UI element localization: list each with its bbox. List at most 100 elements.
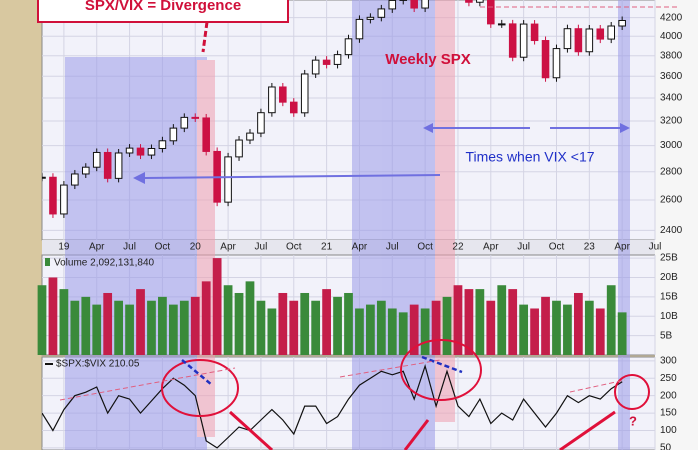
volume-bar	[563, 304, 572, 355]
candle	[257, 112, 265, 134]
y-tick-label: 150	[660, 408, 677, 419]
axis-area	[655, 0, 698, 450]
x-tick-label: Jul	[649, 242, 662, 253]
y-tick-label: 200	[660, 390, 677, 401]
volume-bar	[81, 296, 91, 355]
y-tick-label: 4000	[660, 31, 683, 42]
candle	[519, 23, 528, 58]
volume-bar	[245, 281, 255, 355]
x-tick-label: 19	[58, 242, 70, 253]
legend-swatch	[45, 258, 50, 266]
candle	[71, 173, 79, 186]
candle	[596, 28, 605, 40]
candle	[618, 19, 626, 27]
candle	[497, 23, 506, 26]
candle	[114, 152, 123, 179]
callout-arrow	[201, 21, 209, 53]
arrow-head	[133, 172, 145, 184]
arrow-head	[620, 123, 630, 133]
candle	[169, 127, 178, 142]
volume-bar	[103, 292, 113, 355]
candle	[476, 0, 484, 3]
annotation: Times when VIX <17	[465, 149, 594, 165]
volume-bar	[37, 285, 47, 355]
y-tick-label: 25B	[660, 253, 678, 264]
candle	[388, 0, 397, 10]
candle	[147, 147, 156, 156]
annotation: Weekly SPX	[385, 51, 471, 68]
volume-bar	[552, 300, 561, 355]
y-tick-label: 3800	[660, 50, 683, 61]
volume-bar	[508, 289, 518, 355]
volume-bar	[147, 300, 156, 355]
volume-bar	[70, 300, 80, 355]
volume-bar	[158, 296, 167, 355]
volume-bar	[431, 300, 441, 355]
volume-bar	[355, 308, 364, 355]
x-tick-label: Jul	[123, 242, 136, 253]
y-tick-label: 3600	[660, 71, 683, 82]
candle	[82, 166, 90, 175]
candle	[180, 116, 189, 129]
legend-label: $SPX:$VIX 210.05	[56, 359, 140, 370]
volume-bar	[475, 289, 485, 355]
candle	[508, 23, 517, 58]
x-tick-label: Apr	[483, 242, 499, 253]
volume-bar	[420, 308, 430, 355]
candle	[585, 28, 594, 53]
volume-bar	[606, 285, 616, 355]
y-tick-label: 2800	[660, 166, 683, 177]
annotation: SPX/VIX = Divergence	[85, 0, 241, 14]
volume-bar	[136, 289, 145, 355]
volume-bar	[179, 300, 189, 355]
y-tick-label: 20B	[660, 272, 678, 283]
volume-bar	[387, 308, 397, 355]
candle	[607, 25, 615, 40]
volume-bar	[453, 285, 463, 355]
volume-bar	[442, 296, 452, 355]
low-vix-zone	[618, 0, 630, 450]
volume-bar	[267, 308, 277, 355]
candle	[574, 28, 583, 53]
candle	[246, 132, 254, 141]
volume-bar	[48, 277, 58, 355]
arrow	[144, 174, 441, 179]
candle	[563, 28, 572, 50]
trend-line	[181, 359, 213, 386]
volume-bar	[541, 296, 550, 355]
x-tick-label: Apr	[89, 242, 105, 253]
candle	[202, 117, 210, 152]
candle	[530, 23, 539, 42]
low-vix-zone	[65, 57, 207, 450]
y-tick-label: 10B	[660, 311, 678, 322]
volume-bar	[409, 304, 419, 355]
x-tick-label: 20	[190, 242, 202, 253]
x-tick-label: 22	[452, 242, 464, 253]
x-tick-label: Apr	[352, 242, 368, 253]
volume-bar	[125, 304, 134, 355]
volume-bar	[322, 289, 331, 355]
candle	[300, 73, 309, 114]
candle	[333, 54, 342, 65]
volume-bar	[168, 304, 178, 355]
volume-bar	[486, 300, 496, 355]
y-tick-label: 3000	[660, 140, 683, 151]
volume-bar	[530, 308, 539, 355]
trend-line	[339, 359, 441, 378]
candle	[103, 151, 112, 179]
candle	[410, 0, 418, 9]
candle	[366, 16, 375, 20]
candle	[377, 8, 386, 18]
candle	[541, 40, 550, 79]
legend-label: Volume 2,092,131,840	[54, 258, 155, 269]
candle	[279, 86, 287, 103]
x-tick-label: Jul	[386, 242, 399, 253]
x-tick-label: Jul	[517, 242, 530, 253]
trend-line	[59, 367, 236, 401]
y-tick-label: 2600	[660, 195, 683, 206]
y-tick-label: 15B	[660, 292, 678, 303]
volume-bar	[114, 300, 124, 355]
y-tick-label: 3200	[660, 116, 683, 127]
volume-bar	[289, 300, 299, 355]
